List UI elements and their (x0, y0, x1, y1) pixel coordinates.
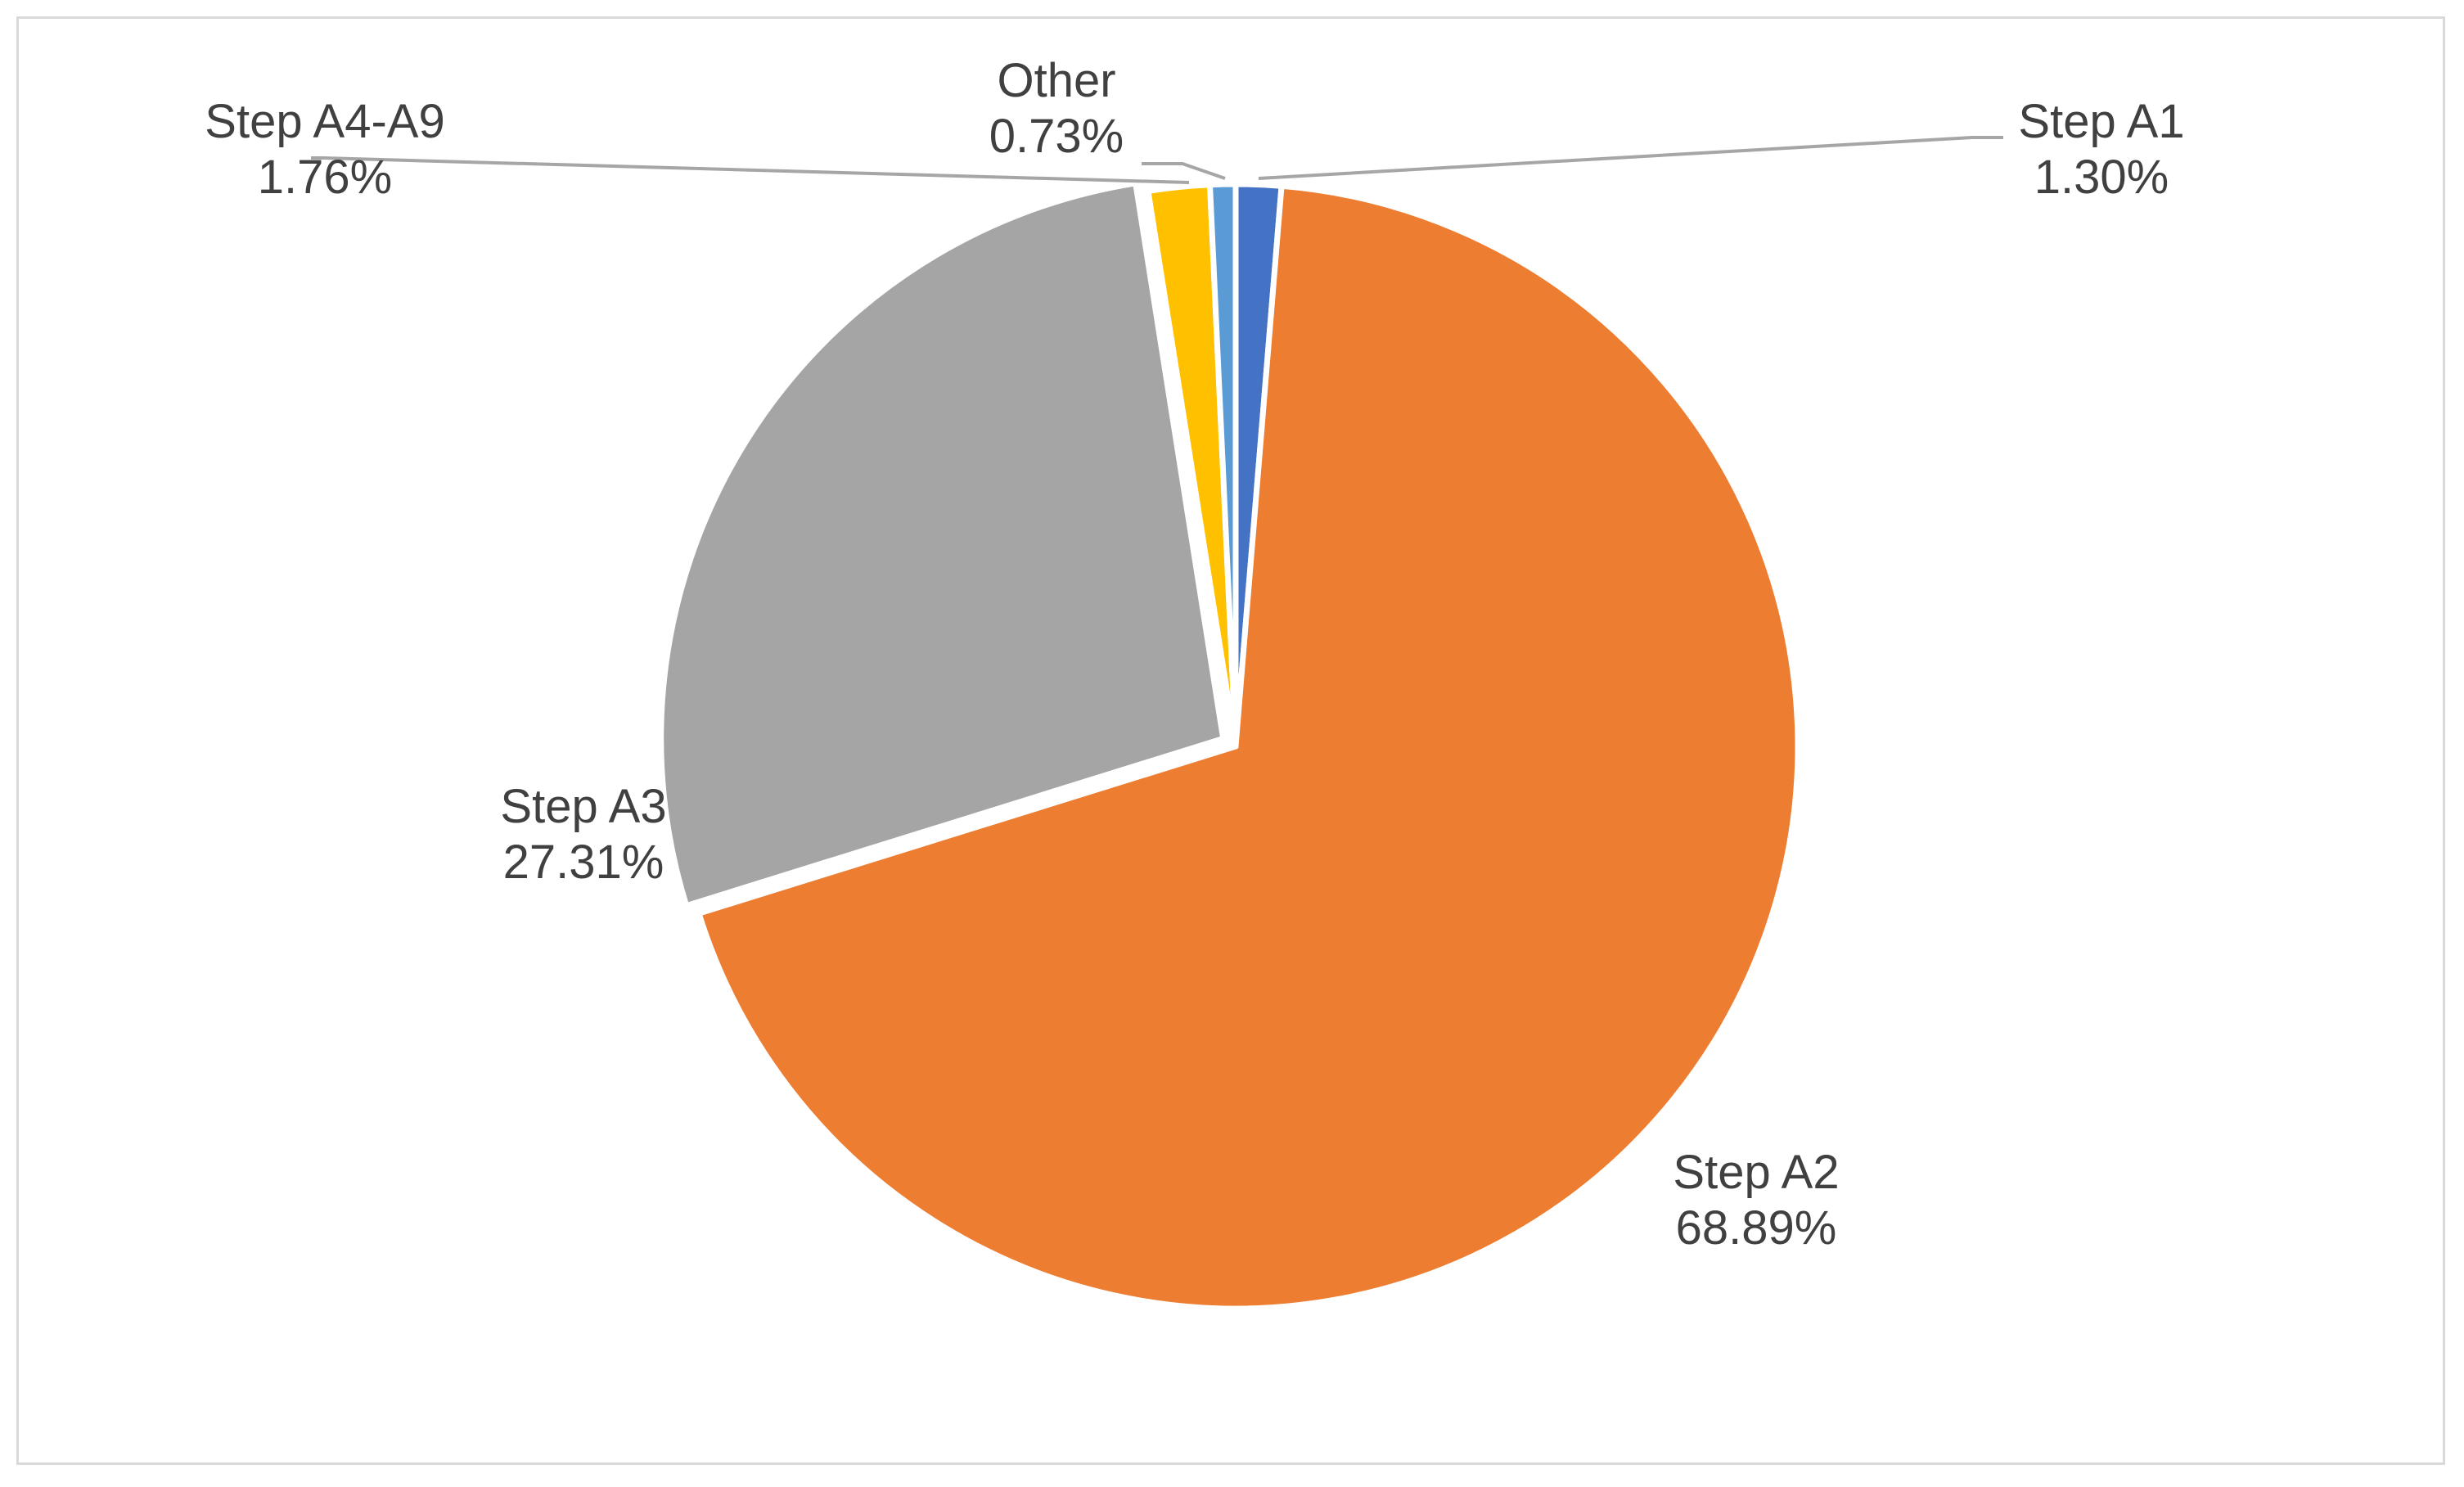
data-label-other: Other 0.73% (989, 54, 1124, 163)
slices-layer (658, 180, 1801, 1312)
data-label-percent: 68.89% (1676, 1201, 1837, 1255)
data-label-percent: 1.76% (258, 151, 392, 204)
slice-step-a2 (696, 182, 1801, 1312)
data-label-percent: 27.31% (503, 836, 664, 889)
data-label-step-a4-a9: Step A4-A9 1.76% (205, 95, 444, 204)
slice-other (1207, 181, 1239, 750)
leader-line-step-a1 (1258, 136, 2003, 180)
leader-lines-layer (311, 136, 2003, 184)
leader-line-step-a4-a9 (311, 156, 1190, 184)
data-label-step-a2: Step A2 68.89% (1673, 1146, 1839, 1255)
data-label-percent: 0.73% (989, 110, 1124, 163)
data-labels-layer: Step A1 1.30%Step A2 68.89%Step A3 27.31%St… (205, 54, 2184, 1255)
data-label-category: Step A3 (500, 780, 666, 833)
data-label-step-a3: Step A3 27.31% (500, 780, 666, 889)
data-label-category: Step A1 (2018, 95, 2184, 148)
data-label-category: Step A2 (1673, 1146, 1839, 1199)
data-label-category: Step A4-A9 (205, 95, 444, 148)
leader-line-other (1142, 162, 1226, 180)
data-label-category: Other (997, 54, 1115, 107)
data-label-percent: 1.30% (2034, 151, 2169, 204)
data-label-step-a1: Step A1 1.30% (2018, 95, 2184, 204)
slice-step-a3 (658, 180, 1227, 909)
